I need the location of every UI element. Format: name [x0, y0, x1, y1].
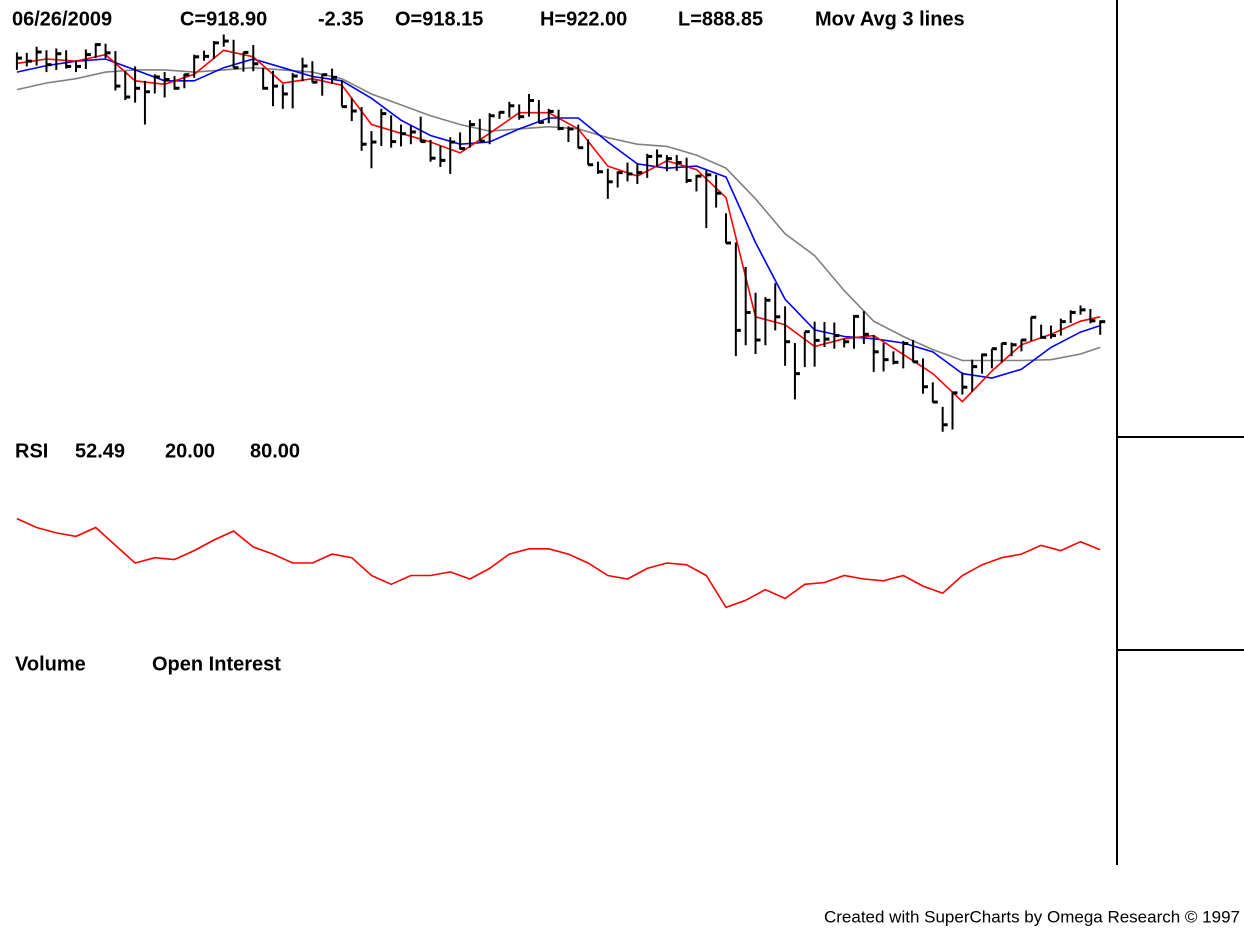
level-label: 80.00	[250, 440, 300, 462]
level-label: 20.00	[165, 440, 215, 462]
line	[16, 517, 1101, 609]
line	[16, 49, 1101, 403]
labels: 06/26/2009 C=918.90 -2.35 O=918.15 H=922.00 L…	[12, 8, 965, 675]
footer: Created with SuperCharts by Omega Resear…	[824, 907, 1240, 926]
indicator-title: RSI	[15, 440, 48, 462]
panel-title: Open Interest	[152, 653, 281, 675]
frame	[1116, 0, 1244, 865]
marks	[15, 34, 1106, 609]
header-item: C=918.90	[180, 8, 267, 30]
indicator-value: 52.49	[75, 440, 125, 462]
header-item: L=888.85	[678, 8, 763, 30]
header-item: H=922.00	[540, 8, 627, 30]
header-item: 06/26/2009	[12, 8, 112, 30]
header-item: O=918.15	[395, 8, 483, 30]
line	[16, 58, 1101, 379]
header-item: Mov Avg 3 lines	[815, 8, 965, 30]
panel-title: Volume	[15, 653, 86, 675]
header-item: -2.35	[318, 8, 364, 30]
